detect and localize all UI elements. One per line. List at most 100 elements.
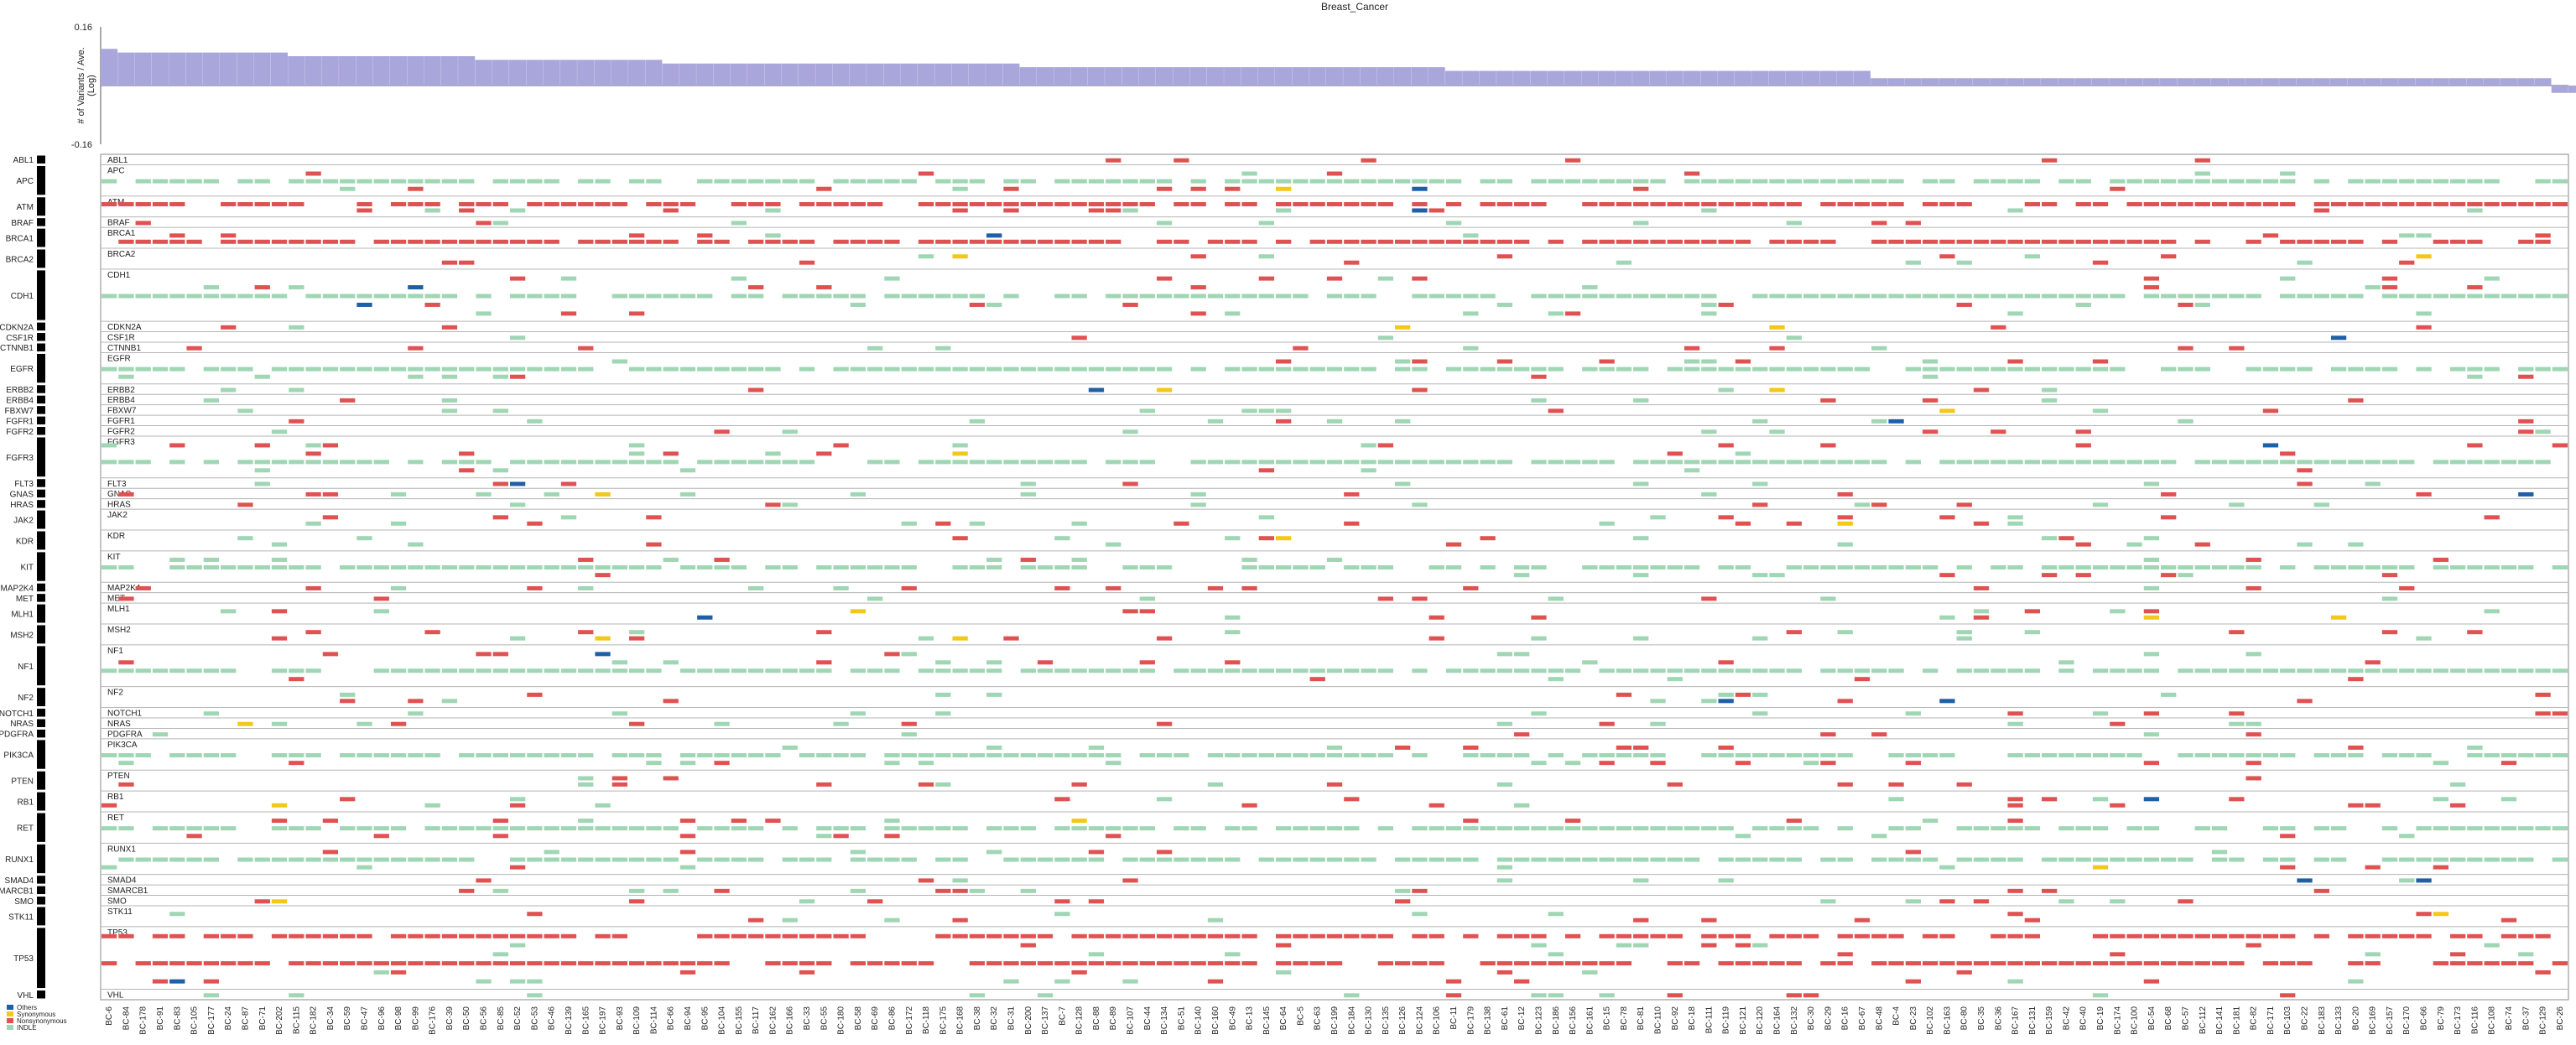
- mutation-cell: [1395, 745, 1411, 750]
- sample-label: BC-167: [2011, 1006, 2021, 1035]
- mutation-cell: [2449, 460, 2466, 465]
- mutation-cell: [1122, 857, 1138, 862]
- mutation-cell: [1122, 429, 1138, 434]
- mutation-cell: [356, 961, 372, 966]
- mutation-cell: [969, 961, 986, 966]
- mutation-cell: [1752, 179, 1768, 184]
- mutation-cell: [901, 294, 917, 299]
- mutation-cell: [628, 899, 645, 904]
- mutation-cell: [305, 179, 321, 184]
- gene-length-block: [37, 427, 45, 435]
- gene-label-left: BRCA2: [6, 255, 34, 264]
- mutation-cell: [1752, 460, 1768, 465]
- gene-label-inner: NF2: [107, 689, 123, 698]
- mutation-cell: [748, 857, 764, 862]
- mutation-cell: [1633, 565, 1649, 570]
- mutation-cell: [1190, 179, 1206, 184]
- mutation-cell: [2229, 961, 2245, 966]
- mutation-cell: [254, 961, 270, 966]
- mutation-cell: [441, 933, 458, 938]
- mutation-cell: [424, 302, 440, 307]
- mutation-cell: [1582, 660, 1598, 665]
- mutation-cell: [1564, 819, 1581, 824]
- mutation-cell: [2348, 460, 2364, 465]
- mutation-cell: [1445, 565, 1462, 570]
- mutation-cell: [492, 888, 508, 893]
- mutation-cell: [697, 460, 713, 465]
- mutation-cell: [289, 933, 304, 938]
- mutation-cell: [1445, 857, 1462, 862]
- mutation-cell: [1991, 239, 2006, 244]
- mutation-cell: [1888, 419, 1904, 424]
- sample-label: BC-111: [1704, 1006, 1714, 1034]
- mutation-cell: [1326, 419, 1343, 424]
- mutation-cell: [1718, 515, 1734, 520]
- mutation-cell: [1905, 850, 1921, 855]
- mutation-cell: [1412, 367, 1428, 372]
- mutation-cell: [952, 460, 968, 465]
- mutation-cell: [1088, 745, 1105, 750]
- mutation-cell: [969, 521, 986, 526]
- mutation-cell: [1514, 753, 1530, 758]
- mutation-cell: [2433, 761, 2449, 766]
- mutation-cell: [1786, 630, 1802, 635]
- mutation-cell: [663, 557, 679, 562]
- mutation-cell: [850, 888, 866, 893]
- mutation-cell: [1241, 367, 1257, 372]
- variant-bar: [2534, 78, 2552, 86]
- variant-bar: [2449, 78, 2467, 86]
- mutation-cell: [1871, 294, 1887, 299]
- mutation-cell: [544, 239, 559, 244]
- gene-label-inner: NF1: [107, 647, 123, 656]
- mutation-cell: [1701, 294, 1717, 299]
- mutation-cell: [935, 367, 951, 372]
- mutation-cell: [1293, 346, 1309, 351]
- mutation-cell: [1667, 961, 1683, 966]
- mutation-cell: [1207, 918, 1224, 923]
- mutation-cell: [1377, 443, 1394, 448]
- mutation-cell: [1888, 179, 1904, 184]
- mutation-cell: [1275, 359, 1292, 364]
- mutation-cell: [1531, 961, 1547, 966]
- variant-bar: [900, 63, 918, 86]
- mutation-cell: [289, 285, 304, 290]
- mutation-cell: [254, 285, 270, 290]
- mutation-cell: [1395, 888, 1411, 893]
- mutation-cell: [1633, 826, 1649, 831]
- mutation-cell: [935, 826, 951, 831]
- mutation-cell: [2399, 857, 2415, 862]
- mutation-cell: [986, 557, 1002, 562]
- mutation-cell: [1429, 857, 1444, 862]
- mutation-cell: [1496, 668, 1513, 673]
- mutation-cell: [986, 826, 1002, 831]
- mutation-cell: [1445, 460, 1462, 465]
- mutation-cell: [1361, 468, 1376, 473]
- mutation-cell: [152, 857, 169, 862]
- mutation-cell: [646, 294, 662, 299]
- mutation-cell: [169, 933, 185, 938]
- mutation-cell: [459, 208, 475, 213]
- mutation-cell: [679, 753, 696, 758]
- mutation-cell: [1309, 460, 1325, 465]
- mutation-cell: [1445, 668, 1462, 673]
- mutation-cell: [578, 179, 594, 184]
- sample-label: BC-137: [1041, 1006, 1050, 1035]
- variant-bar: [458, 56, 476, 86]
- bar-tick-label: 0.16: [75, 23, 92, 33]
- variant-bar: [2381, 78, 2398, 86]
- mutation-cell: [2042, 398, 2058, 403]
- mutation-cell: [1225, 668, 1241, 673]
- gene-length-block: [37, 876, 45, 884]
- mutation-cell: [1803, 761, 1819, 766]
- mutation-cell: [2535, 460, 2551, 465]
- mutation-cell: [646, 961, 662, 966]
- mutation-cell: [2501, 753, 2517, 758]
- mutation-cell: [1633, 398, 1649, 403]
- mutation-cell: [1344, 239, 1360, 244]
- mutation-cell: [1582, 565, 1598, 570]
- sample-label: BC-164: [1773, 1006, 1782, 1035]
- mutation-cell: [833, 826, 849, 831]
- mutation-cell: [765, 961, 781, 966]
- mutation-cell: [1973, 668, 1990, 673]
- mutation-cell: [2194, 367, 2210, 372]
